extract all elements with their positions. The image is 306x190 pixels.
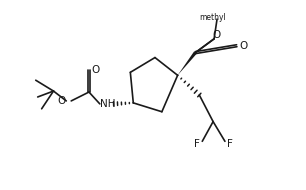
Text: NH: NH <box>100 99 115 109</box>
Text: O: O <box>92 65 100 75</box>
Text: O: O <box>57 96 65 106</box>
Text: methyl: methyl <box>200 13 226 22</box>
Text: O: O <box>212 30 220 40</box>
Text: F: F <box>194 139 200 149</box>
Text: O: O <box>240 41 248 51</box>
Text: F: F <box>227 139 233 149</box>
Polygon shape <box>178 51 197 75</box>
